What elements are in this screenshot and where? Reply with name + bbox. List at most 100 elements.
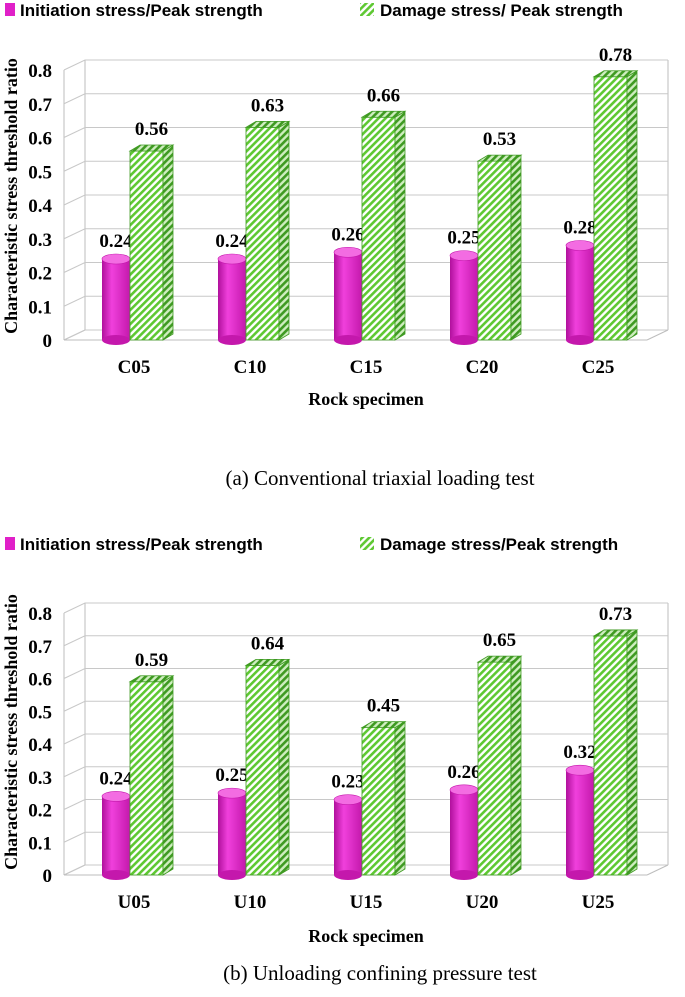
data-label-damage: 0.78 [599,45,632,66]
y-axis-title: Characteristic stress threshold ratio [1,594,21,870]
bar-damage-side [162,144,174,341]
chart-panel-b: Initiation stress/Peak strength Damage s… [1,535,669,985]
y-tick-label: 0.5 [28,702,52,723]
bar-damage-C10 [244,120,291,341]
bar-initiation-body [102,796,130,875]
bar-damage-side [510,655,522,876]
gridline [63,228,668,240]
bar-initiation-body [102,259,130,340]
x-axis-title: Rock specimen [308,926,424,946]
bar-initiation-body [218,793,246,875]
data-label-damage: 0.59 [135,650,168,671]
legend: Initiation stress/Peak strength Damage s… [5,535,618,554]
x-tick-label: C20 [466,357,499,378]
legend-swatch-damage [360,537,374,550]
bar-damage-C05 [128,144,175,341]
x-axis-title: Rock specimen [308,389,424,409]
bar-damage-U15 [360,720,407,876]
bar-initiation-top [333,246,363,258]
bar-initiation-base [102,335,130,345]
bar-damage-top [592,629,639,637]
bar-initiation-C05 [101,253,131,345]
floor-edge [646,329,669,341]
bar-initiation-C15 [333,246,363,345]
bar-damage-top [360,110,407,118]
bar-damage-side [278,120,290,341]
x-tick-label: C10 [234,357,267,378]
legend: Initiation stress/Peak strength Damage s… [5,1,623,20]
bar-damage-front [361,727,396,876]
bar-initiation-base [218,335,246,345]
bar-damage-front [593,635,628,876]
y-tick-label: 0.6 [28,129,52,150]
y-tick-label: 0.4 [28,735,52,756]
bar-initiation-top [565,240,595,251]
y-tick-label: 0.1 [28,833,52,854]
x-tick-label: U20 [466,892,499,913]
bar-initiation-U15 [333,794,363,880]
bar-damage-front [245,126,280,341]
data-label-damage: 0.73 [599,604,632,625]
bar-damage-top [128,675,175,683]
bar-damage-front [477,661,512,876]
y-tick-label: 0 [43,331,53,352]
bar-damage-top [476,154,523,162]
data-label-damage: 0.53 [483,129,516,150]
bar-damage-top [244,659,291,666]
bar-damage-side [626,70,638,341]
bar-initiation-top [217,787,247,799]
gridline [63,59,668,71]
bar-damage-U25 [592,629,639,876]
y-tick-label: 0.5 [28,162,52,183]
bar-initiation-body [218,259,246,340]
bar-initiation-top [565,764,595,776]
data-label-initiation: 0.24 [215,231,249,252]
legend-swatch-initiation [5,537,15,550]
bar-initiation-C20 [449,250,479,345]
bar-initiation-base [450,870,478,880]
bar-initiation-top [333,794,363,805]
y-axis-title: Characteristic stress threshold ratio [1,58,21,334]
x-tick-label: U25 [582,892,615,913]
bar-initiation-body [334,799,362,875]
bar-damage-C15 [360,110,407,341]
bar-initiation-C25 [565,240,595,345]
data-label-damage: 0.63 [251,95,284,116]
bar-initiation-body [450,255,478,340]
bar-damage-front [593,76,628,341]
floor-edge [646,864,669,876]
data-label-initiation: 0.23 [331,772,364,793]
y-tick-label: 0.8 [28,61,52,82]
bars: 0.24 0.59 0.25 0.64 0.23 0.45 0.26 0.65 0.32 0.73 [99,604,639,880]
bar-damage-U05 [128,675,175,876]
bar-damage-U10 [244,658,291,876]
y-tick-label: 0.8 [28,604,52,625]
caption-a: (a) Conventional triaxial loading test [225,466,534,490]
bar-damage-C20 [476,154,523,341]
x-tick-label: U10 [234,892,267,913]
data-label-initiation: 0.26 [447,762,480,783]
bar-damage-top [476,655,523,663]
gridline [63,160,668,172]
bar-damage-front [129,150,164,341]
legend-label-damage: Damage stress/ Peak strength [380,1,623,20]
gridline [63,602,668,614]
bar-damage-front [361,116,396,341]
y-tick-label: 0.1 [28,297,52,318]
bar-damage-top [244,120,291,128]
data-label-initiation: 0.25 [447,228,480,249]
legend-label-initiation: Initiation stress/Peak strength [20,1,263,20]
bar-damage-side [162,675,174,876]
bar-initiation-body [566,245,594,340]
x-tick-label: U15 [350,892,383,913]
x-tick-label: C25 [582,357,615,378]
bar-damage-top [128,144,175,152]
gridline [63,194,668,206]
data-label-damage: 0.66 [367,85,400,106]
bar-initiation-top [449,784,479,796]
bar-damage-top [592,70,639,78]
gridline [63,733,668,745]
y-tick-label: 0.6 [28,670,52,691]
y-tick-label: 0.7 [28,95,52,116]
